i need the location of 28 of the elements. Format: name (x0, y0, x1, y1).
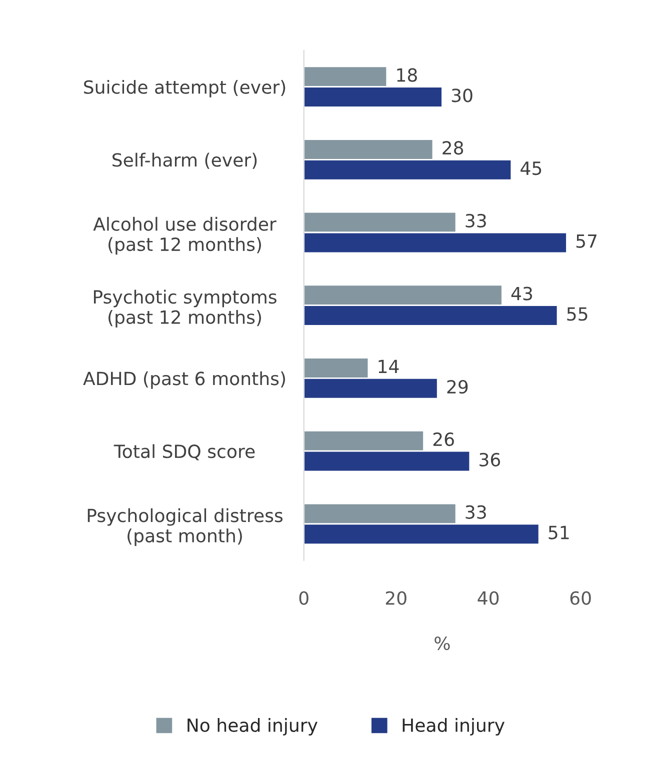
data-label: 28 (442, 141, 464, 155)
data-label: 18 (397, 68, 417, 82)
data-label: 57 (576, 234, 597, 248)
data-label: 33 (466, 214, 486, 228)
data-label: 43 (511, 286, 532, 300)
data-label: 55 (567, 307, 588, 321)
y-tick-label: Psychotic symptoms (past 12 months) (94, 290, 276, 328)
x-tick-label: 60 (570, 591, 591, 605)
data-label: 51 (548, 526, 569, 540)
legend-label: No head injury (188, 718, 318, 736)
data-label: 30 (452, 88, 472, 102)
y-tick-label: ADHD (past 6 months) (83, 371, 285, 389)
data-label: 14 (378, 360, 399, 373)
y-tick-label: Alcohol use disorder (past 12 months) (93, 216, 276, 255)
x-tick-label: 40 (478, 591, 499, 605)
x-axis-title: % (434, 636, 450, 650)
data-label: 36 (480, 452, 500, 466)
x-tick-label: 20 (386, 591, 406, 605)
data-label: 45 (520, 162, 542, 176)
data-label: 26 (433, 432, 454, 446)
data-label: 29 (447, 380, 468, 394)
y-tick-label: Self-harm (ever) (112, 152, 257, 169)
data-label: 33 (466, 505, 486, 519)
y-tick-label: Total SDQ score (114, 444, 255, 460)
legend-label: Head injury (402, 718, 504, 736)
y-tick-label: Suicide attempt (ever) (84, 80, 286, 98)
x-tick-label: 0 (299, 591, 308, 605)
y-tick-label: Psychological distress (past month) (88, 508, 283, 546)
